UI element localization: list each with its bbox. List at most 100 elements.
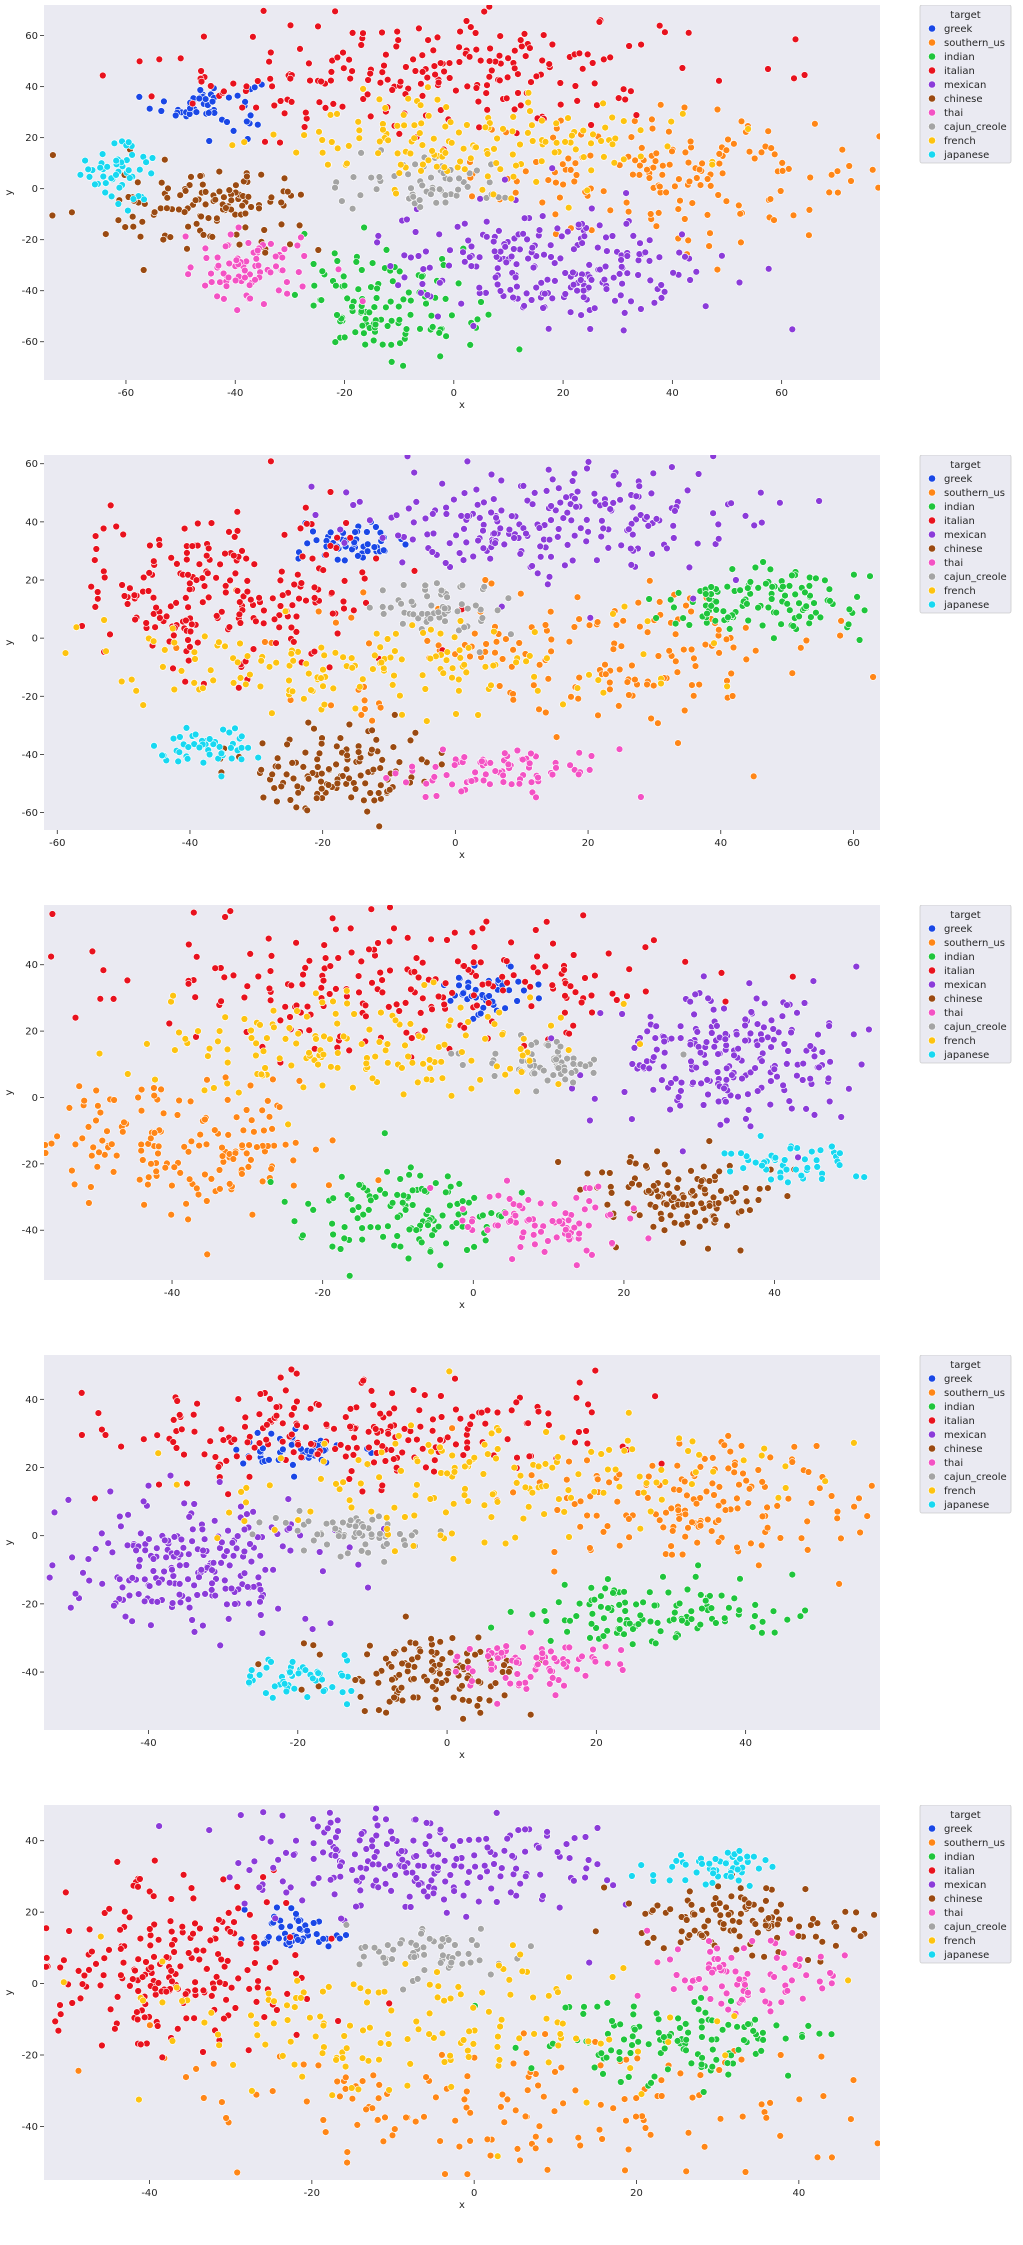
data-point-chinese [700,1163,707,1170]
legend-marker-mexican [928,81,935,88]
data-point-thai [227,231,234,238]
data-point-mexican [816,1064,823,1071]
data-point-french [370,666,377,673]
data-point-southern_us [424,638,431,645]
data-point-cajun_creole [350,174,357,181]
data-point-southern_us [848,178,855,185]
data-point-french [467,155,474,162]
data-point-italian [193,953,200,960]
data-point-japanese [116,184,123,191]
data-point-italian [359,569,366,576]
data-point-mexican [154,1599,161,1606]
data-point-french [851,1440,858,1447]
data-point-mexican [789,326,796,333]
data-point-mexican [232,1601,239,1608]
data-point-indian [667,596,674,603]
data-point-cajun_creole [461,624,468,631]
data-point-italian [230,552,237,559]
data-point-french [520,1515,527,1522]
data-point-thai [530,1231,537,1238]
data-point-mexican [125,1511,132,1518]
data-point-cajun_creole [508,631,515,638]
data-point-italian [374,1439,381,1446]
data-point-italian [189,100,196,107]
data-point-indian [369,260,376,267]
data-point-chinese [188,174,195,181]
data-point-chinese [401,1646,408,1653]
data-point-french [411,1512,418,1519]
data-point-italian [213,613,220,620]
data-point-indian [359,322,366,329]
data-point-thai [482,771,489,778]
data-point-southern_us [160,1110,167,1117]
data-point-mexican [564,228,571,235]
data-point-cajun_creole [474,167,481,174]
data-point-italian [633,112,640,119]
data-point-southern_us [369,717,376,724]
data-point-italian [546,1422,553,1429]
data-point-thai [359,298,366,305]
data-point-french [373,630,380,637]
data-point-french [488,682,495,689]
data-point-indian [360,1211,367,1218]
data-point-cajun_creole [410,193,417,200]
data-point-french [416,1033,423,1040]
data-point-indian [726,626,733,633]
data-point-chinese [407,737,414,744]
data-point-indian [341,334,348,341]
data-point-italian [638,41,645,48]
data-point-indian [389,1199,396,1206]
data-point-mexican [129,1575,136,1582]
data-point-southern_us [759,1513,766,1520]
data-point-mexican [521,215,528,222]
data-point-southern_us [216,1167,223,1174]
data-point-japanese [836,1162,843,1169]
data-point-mexican [133,1547,140,1554]
data-point-mexican [800,1060,807,1067]
data-point-italian [288,624,295,631]
data-point-indian [759,1618,766,1625]
data-point-french [171,686,178,693]
data-point-italian [260,620,267,627]
data-point-chinese [160,236,167,243]
data-point-french [438,1470,445,1477]
data-point-italian [534,953,541,960]
data-point-indian [442,296,449,303]
data-point-japanese [129,152,136,159]
data-point-indian [763,580,770,587]
data-point-french [234,659,241,666]
data-point-italian [513,1399,520,1406]
data-point-greek [234,92,241,99]
data-point-southern_us [656,1517,663,1524]
data-point-french [502,1540,509,1547]
data-point-indian [373,295,380,302]
data-point-italian [656,22,663,29]
data-point-southern_us [623,199,630,206]
data-point-mexican [646,237,653,244]
data-point-greek [146,105,153,112]
data-point-french [244,653,251,660]
data-point-italian [296,595,303,602]
data-point-italian [318,984,325,991]
data-point-french [685,1448,692,1455]
data-point-french [574,685,581,692]
data-point-italian [223,1458,230,1465]
data-point-french [229,142,236,149]
data-point-southern_us [663,189,670,196]
data-point-southern_us [826,189,833,196]
data-point-southern_us [225,1132,232,1139]
data-point-italian [256,594,263,601]
data-point-indian [331,250,338,257]
data-point-indian [697,1621,704,1628]
data-point-mexican [194,1592,201,1599]
data-point-indian [602,1585,609,1592]
data-point-thai [562,1210,569,1217]
data-point-mexican [767,1101,774,1108]
data-point-mexican [142,1547,149,1554]
data-point-southern_us [618,643,625,650]
data-point-french [266,663,273,670]
data-point-japanese [113,157,120,164]
data-point-mexican [555,526,562,533]
data-point-southern_us [259,1178,266,1185]
data-point-greek [209,98,216,105]
